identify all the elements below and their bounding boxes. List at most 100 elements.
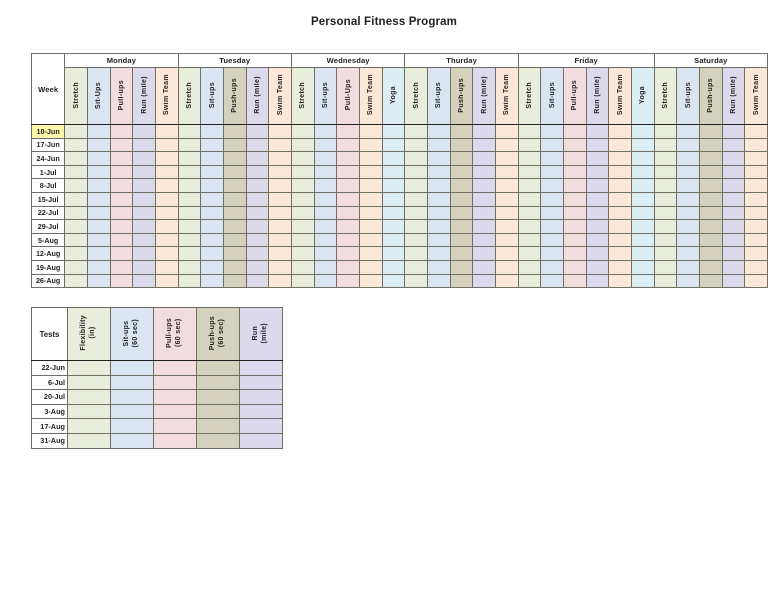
schedule-entry-cell[interactable] xyxy=(313,273,338,289)
schedule-entry-cell[interactable] xyxy=(336,205,360,221)
schedule-entry-cell[interactable] xyxy=(630,246,655,261)
schedule-entry-cell[interactable] xyxy=(449,273,474,289)
schedule-entry-cell[interactable] xyxy=(268,273,292,289)
schedule-entry-cell[interactable] xyxy=(200,232,224,248)
schedule-entry-cell[interactable] xyxy=(64,273,88,289)
test-result-cell[interactable] xyxy=(67,418,111,434)
schedule-entry-cell[interactable] xyxy=(86,259,111,275)
schedule-entry-cell[interactable] xyxy=(109,232,134,248)
schedule-entry-cell[interactable] xyxy=(744,191,768,207)
schedule-entry-cell[interactable] xyxy=(177,273,202,289)
schedule-entry-cell[interactable] xyxy=(222,137,247,153)
schedule-entry-cell[interactable] xyxy=(630,191,655,207)
schedule-entry-cell[interactable] xyxy=(313,178,338,193)
schedule-entry-cell[interactable] xyxy=(86,137,111,153)
schedule-entry-cell[interactable] xyxy=(585,205,610,221)
schedule-entry-cell[interactable] xyxy=(721,178,746,193)
schedule-entry-cell[interactable] xyxy=(245,246,270,261)
schedule-entry-cell[interactable] xyxy=(268,205,292,221)
schedule-entry-cell[interactable] xyxy=(608,246,632,261)
schedule-entry-cell[interactable] xyxy=(313,124,338,139)
schedule-entry-cell[interactable] xyxy=(540,151,565,166)
schedule-entry-cell[interactable] xyxy=(313,151,338,166)
schedule-entry-cell[interactable] xyxy=(245,205,270,221)
schedule-entry-cell[interactable] xyxy=(222,151,247,166)
schedule-entry-cell[interactable] xyxy=(154,259,179,275)
schedule-entry-cell[interactable] xyxy=(268,164,292,180)
schedule-entry-cell[interactable] xyxy=(200,124,224,139)
test-result-cell[interactable] xyxy=(196,389,240,405)
schedule-entry-cell[interactable] xyxy=(495,219,519,234)
schedule-entry-cell[interactable] xyxy=(177,232,202,248)
schedule-entry-cell[interactable] xyxy=(290,219,315,234)
schedule-entry-cell[interactable] xyxy=(517,124,542,139)
schedule-entry-cell[interactable] xyxy=(290,137,315,153)
schedule-entry-cell[interactable] xyxy=(517,178,542,193)
test-result-cell[interactable] xyxy=(153,432,197,449)
schedule-entry-cell[interactable] xyxy=(540,124,565,139)
schedule-entry-cell[interactable] xyxy=(290,124,315,139)
schedule-entry-cell[interactable] xyxy=(222,164,247,180)
schedule-entry-cell[interactable] xyxy=(222,273,247,289)
schedule-entry-cell[interactable] xyxy=(245,191,270,207)
schedule-entry-cell[interactable] xyxy=(608,205,632,221)
test-result-cell[interactable] xyxy=(153,403,197,420)
test-result-cell[interactable] xyxy=(196,432,240,449)
schedule-entry-cell[interactable] xyxy=(608,273,632,289)
schedule-entry-cell[interactable] xyxy=(472,205,497,221)
schedule-entry-cell[interactable] xyxy=(358,219,383,234)
schedule-entry-cell[interactable] xyxy=(540,137,565,153)
week-date-cell[interactable]: 15-Jul xyxy=(30,191,66,207)
schedule-entry-cell[interactable] xyxy=(109,246,134,261)
schedule-entry-cell[interactable] xyxy=(290,205,315,221)
schedule-entry-cell[interactable] xyxy=(698,164,723,180)
week-date-cell[interactable]: 12-Aug xyxy=(30,246,66,261)
schedule-entry-cell[interactable] xyxy=(336,124,360,139)
schedule-entry-cell[interactable] xyxy=(585,259,610,275)
schedule-entry-cell[interactable] xyxy=(563,137,587,153)
schedule-entry-cell[interactable] xyxy=(132,124,156,139)
schedule-entry-cell[interactable] xyxy=(404,137,429,153)
schedule-entry-cell[interactable] xyxy=(313,259,338,275)
schedule-entry-cell[interactable] xyxy=(630,232,655,248)
schedule-entry-cell[interactable] xyxy=(381,219,406,234)
schedule-entry-cell[interactable] xyxy=(721,232,746,248)
test-result-cell[interactable] xyxy=(110,403,154,420)
schedule-entry-cell[interactable] xyxy=(585,137,610,153)
schedule-entry-cell[interactable] xyxy=(154,273,179,289)
schedule-entry-cell[interactable] xyxy=(540,205,565,221)
schedule-entry-cell[interactable] xyxy=(698,273,723,289)
schedule-entry-cell[interactable] xyxy=(427,259,451,275)
schedule-entry-cell[interactable] xyxy=(109,219,134,234)
schedule-entry-cell[interactable] xyxy=(517,151,542,166)
schedule-entry-cell[interactable] xyxy=(64,232,88,248)
schedule-entry-cell[interactable] xyxy=(313,246,338,261)
schedule-entry-cell[interactable] xyxy=(449,151,474,166)
schedule-entry-cell[interactable] xyxy=(608,178,632,193)
schedule-entry-cell[interactable] xyxy=(427,273,451,289)
test-date-cell[interactable]: 22-Jun xyxy=(31,360,68,376)
schedule-entry-cell[interactable] xyxy=(698,219,723,234)
schedule-entry-cell[interactable] xyxy=(290,151,315,166)
schedule-entry-cell[interactable] xyxy=(154,232,179,248)
schedule-entry-cell[interactable] xyxy=(358,191,383,207)
schedule-entry-cell[interactable] xyxy=(495,164,519,180)
schedule-entry-cell[interactable] xyxy=(698,232,723,248)
schedule-entry-cell[interactable] xyxy=(495,191,519,207)
schedule-entry-cell[interactable] xyxy=(245,178,270,193)
schedule-entry-cell[interactable] xyxy=(676,219,700,234)
schedule-entry-cell[interactable] xyxy=(86,273,111,289)
schedule-entry-cell[interactable] xyxy=(653,137,678,153)
schedule-entry-cell[interactable] xyxy=(336,259,360,275)
schedule-entry-cell[interactable] xyxy=(222,191,247,207)
schedule-entry-cell[interactable] xyxy=(427,178,451,193)
schedule-entry-cell[interactable] xyxy=(585,246,610,261)
schedule-entry-cell[interactable] xyxy=(449,164,474,180)
schedule-entry-cell[interactable] xyxy=(653,178,678,193)
schedule-entry-cell[interactable] xyxy=(290,191,315,207)
schedule-entry-cell[interactable] xyxy=(245,164,270,180)
schedule-entry-cell[interactable] xyxy=(653,273,678,289)
schedule-entry-cell[interactable] xyxy=(132,205,156,221)
schedule-entry-cell[interactable] xyxy=(698,205,723,221)
schedule-entry-cell[interactable] xyxy=(313,205,338,221)
